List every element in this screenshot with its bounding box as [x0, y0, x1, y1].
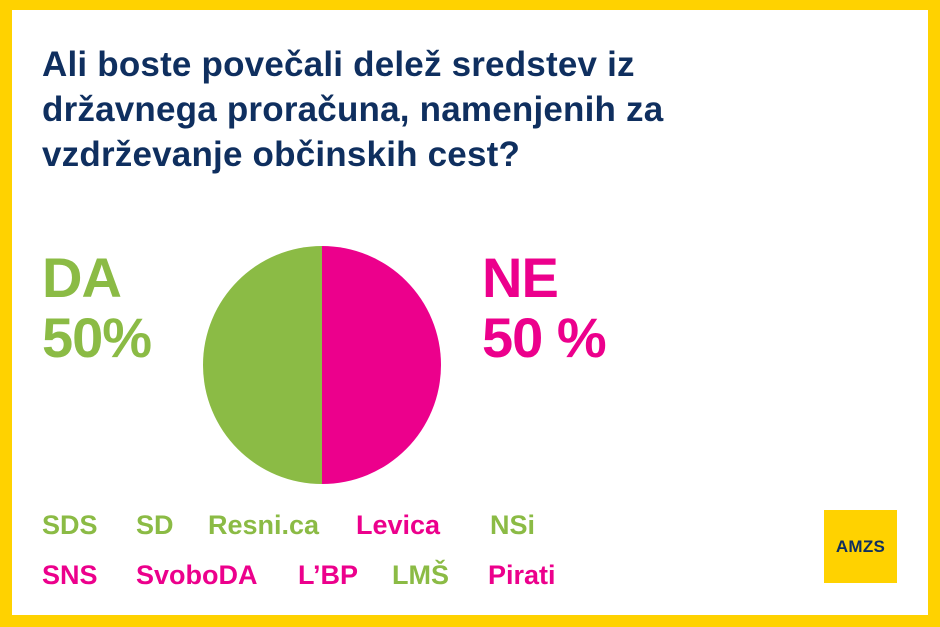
- party-pirati: Pirati: [488, 560, 556, 590]
- answer-yes: DA 50%: [42, 246, 152, 369]
- answer-yes-percent: 50%: [42, 306, 152, 369]
- pie-slice-no: [322, 246, 441, 484]
- question-title: Ali boste povečali delež sredstev iz drž…: [42, 45, 664, 174]
- answer-yes-label: DA: [42, 246, 122, 309]
- party-sns: SNS: [42, 560, 98, 590]
- party-sd: SD: [136, 510, 174, 540]
- party-levica: Levica: [356, 510, 441, 540]
- answer-no-label: NE: [482, 246, 559, 309]
- answer-no-percent: 50 %: [482, 306, 607, 369]
- answer-no: NE 50 %: [482, 246, 607, 369]
- party-nsi: NSi: [490, 510, 536, 540]
- party-svoboda: SvoboDA: [136, 560, 258, 590]
- party-resnica: Resni.ca: [208, 510, 320, 540]
- party-lms: LMŠ: [392, 560, 449, 590]
- poll-card: Ali boste povečali delež sredstev iz drž…: [12, 10, 928, 615]
- amzs-logo: AMZS: [824, 510, 897, 583]
- pie-chart: [203, 246, 441, 484]
- amzs-logo-text: AMZS: [835, 536, 886, 556]
- party-sds: SDS: [42, 510, 98, 540]
- party-lbp: L’BP: [298, 560, 359, 590]
- pie-slice-yes: [203, 246, 322, 484]
